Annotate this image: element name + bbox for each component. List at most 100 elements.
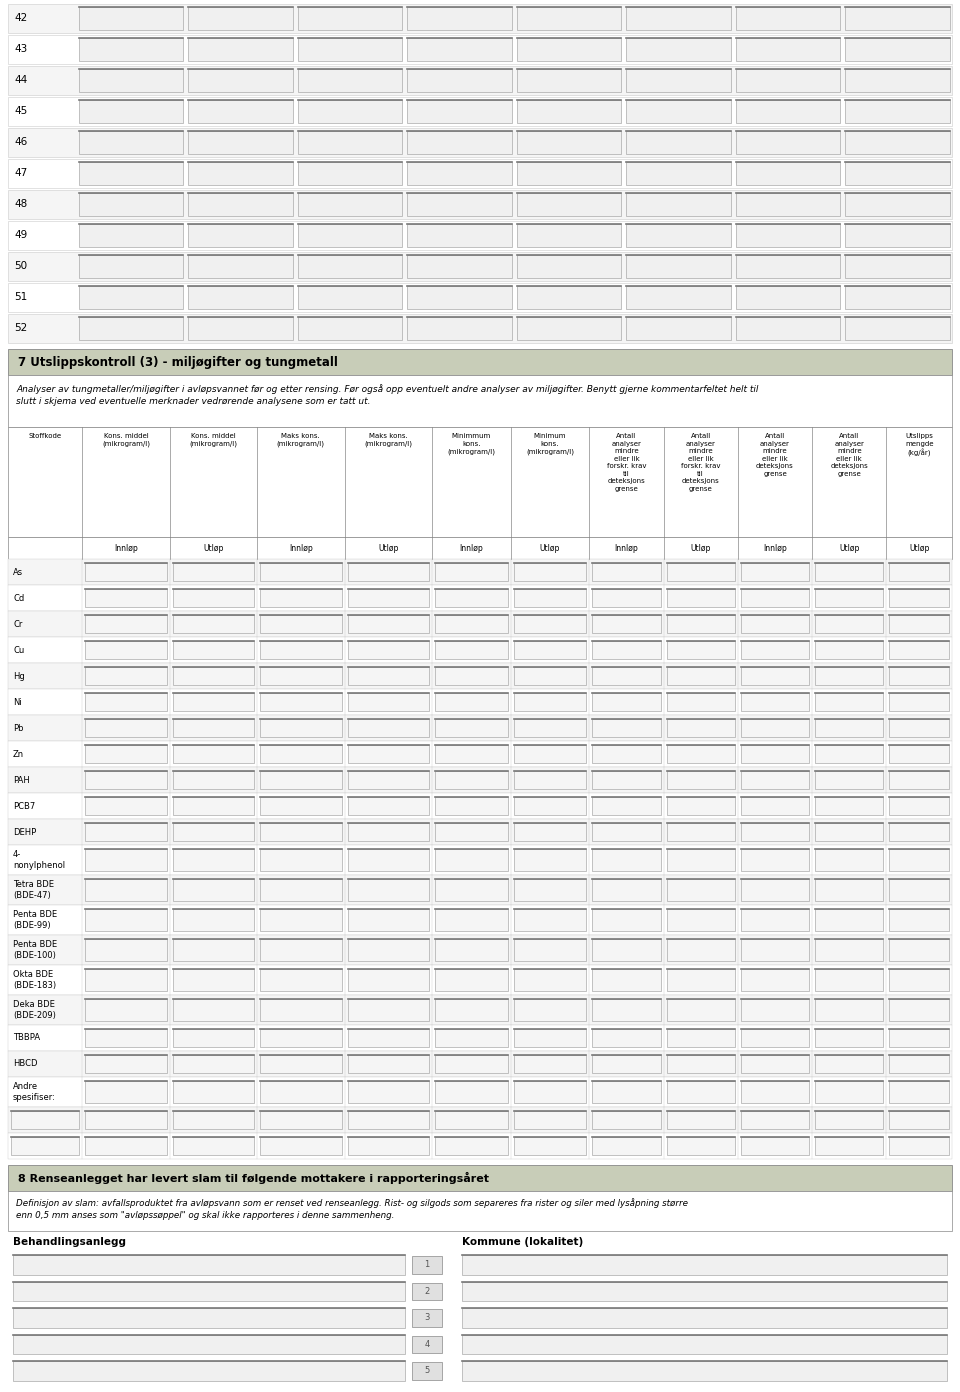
Bar (626, 70, 731, 92)
Bar (435, 693, 508, 711)
Bar (13, 1256, 405, 1275)
Bar (188, 38, 293, 60)
Text: PCB7: PCB7 (13, 802, 36, 810)
Bar (845, 255, 949, 277)
Bar (188, 70, 293, 92)
Text: 45: 45 (14, 106, 27, 117)
Bar (815, 745, 883, 763)
Text: Maks kons.
(mikrogram/l): Maks kons. (mikrogram/l) (364, 433, 412, 447)
Bar (260, 1111, 342, 1129)
Bar (407, 161, 512, 185)
Bar (435, 1111, 508, 1129)
Text: Utløp: Utløp (204, 543, 224, 553)
Bar (890, 640, 949, 658)
Bar (741, 823, 809, 841)
Bar (298, 38, 402, 60)
Bar (666, 615, 734, 633)
Bar (741, 849, 809, 871)
Text: Definisjon av slam: avfallsproduktet fra avløpsvann som er renset ved renseanleg: Definisjon av slam: avfallsproduktet fra… (16, 1199, 688, 1219)
Bar (8, 35, 952, 64)
Bar (348, 640, 429, 658)
Text: Innløp: Innløp (460, 543, 483, 553)
Bar (173, 720, 254, 736)
Bar (13, 1335, 405, 1354)
Bar (741, 909, 809, 931)
Bar (348, 940, 429, 960)
Bar (8, 252, 952, 281)
Bar (85, 771, 167, 789)
Bar (407, 100, 512, 122)
Bar (173, 589, 254, 607)
Bar (435, 940, 508, 960)
Bar (626, 193, 731, 216)
Bar (741, 798, 809, 814)
Bar (815, 720, 883, 736)
Bar (890, 1055, 949, 1073)
Bar (260, 969, 342, 991)
Text: HBCD: HBCD (13, 1059, 37, 1069)
Text: Tetra BDE
(BDE-47): Tetra BDE (BDE-47) (13, 880, 54, 899)
Bar (462, 1335, 947, 1354)
Bar (173, 1029, 254, 1047)
Bar (13, 1282, 405, 1302)
Bar (79, 193, 183, 216)
Text: Kons. middel
(mikrogram/l): Kons. middel (mikrogram/l) (189, 433, 237, 447)
Bar (741, 1055, 809, 1073)
Bar (85, 1082, 167, 1102)
Bar (516, 285, 621, 309)
Bar (626, 100, 731, 122)
Bar (890, 693, 949, 711)
Bar (815, 771, 883, 789)
Bar (173, 999, 254, 1020)
Bar (890, 849, 949, 871)
Bar (8, 663, 952, 689)
Bar (462, 1308, 947, 1328)
Bar (8, 793, 952, 818)
Bar (8, 427, 952, 537)
Bar (8, 876, 952, 905)
Bar (815, 878, 883, 901)
Bar (815, 562, 883, 580)
Bar (11, 1137, 80, 1155)
Bar (845, 285, 949, 309)
Bar (890, 969, 949, 991)
Bar (412, 1256, 442, 1274)
Bar (260, 771, 342, 789)
Bar (626, 131, 731, 153)
Bar (735, 38, 840, 60)
Bar (435, 589, 508, 607)
Bar (79, 285, 183, 309)
Bar (435, 969, 508, 991)
Text: 2: 2 (424, 1286, 430, 1296)
Bar (815, 693, 883, 711)
Text: Pb: Pb (13, 724, 23, 732)
Bar (407, 38, 512, 60)
Bar (8, 97, 952, 125)
Text: Utløp: Utløp (690, 543, 711, 553)
Bar (666, 562, 734, 580)
Text: 49: 49 (14, 230, 27, 241)
Bar (348, 849, 429, 871)
Bar (298, 161, 402, 185)
Bar (173, 640, 254, 658)
Bar (592, 771, 660, 789)
Bar (85, 1137, 167, 1155)
Bar (666, 667, 734, 685)
Bar (516, 255, 621, 277)
Bar (79, 38, 183, 60)
Bar (626, 7, 731, 29)
Bar (407, 224, 512, 246)
Bar (516, 224, 621, 246)
Bar (666, 1055, 734, 1073)
Bar (188, 224, 293, 246)
Bar (85, 745, 167, 763)
Bar (85, 1055, 167, 1073)
Bar (815, 823, 883, 841)
Bar (666, 1082, 734, 1102)
Bar (890, 562, 949, 580)
Bar (260, 1029, 342, 1047)
Bar (516, 7, 621, 29)
Bar (890, 589, 949, 607)
Text: Andre
spesifiser:: Andre spesifiser: (13, 1083, 56, 1101)
Bar (412, 1361, 442, 1379)
